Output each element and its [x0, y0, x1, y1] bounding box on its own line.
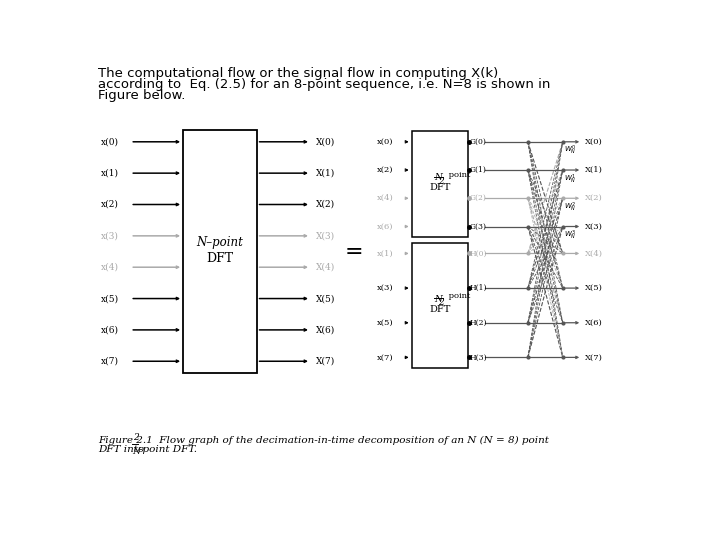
Text: G(0): G(0): [469, 138, 487, 146]
Text: G(2): G(2): [469, 194, 487, 202]
Text: X(3): X(3): [316, 231, 336, 240]
Text: X(0): X(0): [316, 137, 336, 146]
Text: X(1): X(1): [585, 166, 603, 174]
Text: H(3): H(3): [469, 353, 487, 361]
Text: X(2): X(2): [316, 200, 336, 209]
Text: 2: 2: [438, 177, 444, 186]
Text: X(4): X(4): [585, 249, 603, 258]
Text: x(7): x(7): [101, 357, 119, 366]
Text: x(5): x(5): [377, 319, 393, 327]
Text: X(1): X(1): [316, 168, 336, 178]
Text: N: N: [434, 295, 442, 303]
Text: X(6): X(6): [585, 319, 603, 327]
Text: x(2): x(2): [101, 200, 119, 209]
Text: x(7): x(7): [377, 353, 393, 361]
Text: point: point: [446, 292, 470, 300]
Text: X(6): X(6): [316, 326, 336, 334]
Text: G(3): G(3): [469, 222, 487, 231]
Text: The computational flow or the signal flow in computing X(k): The computational flow or the signal flo…: [98, 67, 498, 80]
Text: DFT: DFT: [429, 184, 451, 192]
Text: DFT: DFT: [429, 305, 451, 314]
Text: N: N: [434, 173, 442, 183]
Text: H(2): H(2): [469, 319, 487, 327]
Text: -point DFT.: -point DFT.: [139, 445, 197, 454]
Text: X(4): X(4): [316, 262, 336, 272]
Text: N–point: N–point: [197, 236, 243, 249]
Text: x(1): x(1): [101, 168, 119, 178]
Text: x(1): x(1): [377, 249, 393, 258]
Text: x(2): x(2): [377, 166, 393, 174]
Text: H(1): H(1): [469, 284, 487, 292]
Text: X(3): X(3): [585, 222, 603, 231]
Text: X(0): X(0): [585, 138, 603, 146]
Text: according to  Eq. (2.5) for an 8-point sequence, i.e. N=8 is shown in: according to Eq. (2.5) for an 8-point se…: [98, 78, 550, 91]
Text: x(5): x(5): [101, 294, 119, 303]
Text: x(4): x(4): [377, 194, 394, 202]
Text: $W_N^3$: $W_N^3$: [564, 229, 577, 242]
Text: 2: 2: [438, 299, 444, 307]
Text: DFT into: DFT into: [98, 445, 147, 454]
Text: =: =: [344, 240, 363, 262]
Text: N: N: [132, 447, 140, 456]
Text: x(4): x(4): [101, 262, 119, 272]
Text: x(0): x(0): [101, 137, 119, 146]
Text: X(7): X(7): [316, 357, 336, 366]
Text: x(3): x(3): [377, 284, 393, 292]
Text: H(0): H(0): [469, 249, 487, 258]
Text: X(5): X(5): [316, 294, 336, 303]
Bar: [183, 130, 256, 373]
Text: x(0): x(0): [377, 138, 393, 146]
Bar: [412, 131, 468, 237]
Text: G(1): G(1): [469, 166, 487, 174]
Text: Figure 2.1  Flow graph of the decimation-in-time decomposition of an N (N = 8) p: Figure 2.1 Flow graph of the decimation-…: [98, 436, 549, 445]
Text: x(6): x(6): [377, 222, 393, 231]
Text: $W_N^0$: $W_N^0$: [564, 144, 577, 158]
Bar: [412, 242, 468, 368]
Text: DFT: DFT: [206, 252, 233, 265]
Text: X(2): X(2): [585, 194, 603, 202]
Text: x(3): x(3): [101, 231, 119, 240]
Text: $W_N^2$: $W_N^2$: [564, 200, 577, 214]
Text: $W_N^1$: $W_N^1$: [564, 172, 577, 186]
Text: x(6): x(6): [101, 326, 119, 334]
Text: 2: 2: [133, 433, 139, 442]
Text: Figure below.: Figure below.: [98, 89, 185, 102]
Text: X(5): X(5): [585, 284, 603, 292]
Text: X(7): X(7): [585, 353, 603, 361]
Text: point: point: [446, 171, 470, 179]
